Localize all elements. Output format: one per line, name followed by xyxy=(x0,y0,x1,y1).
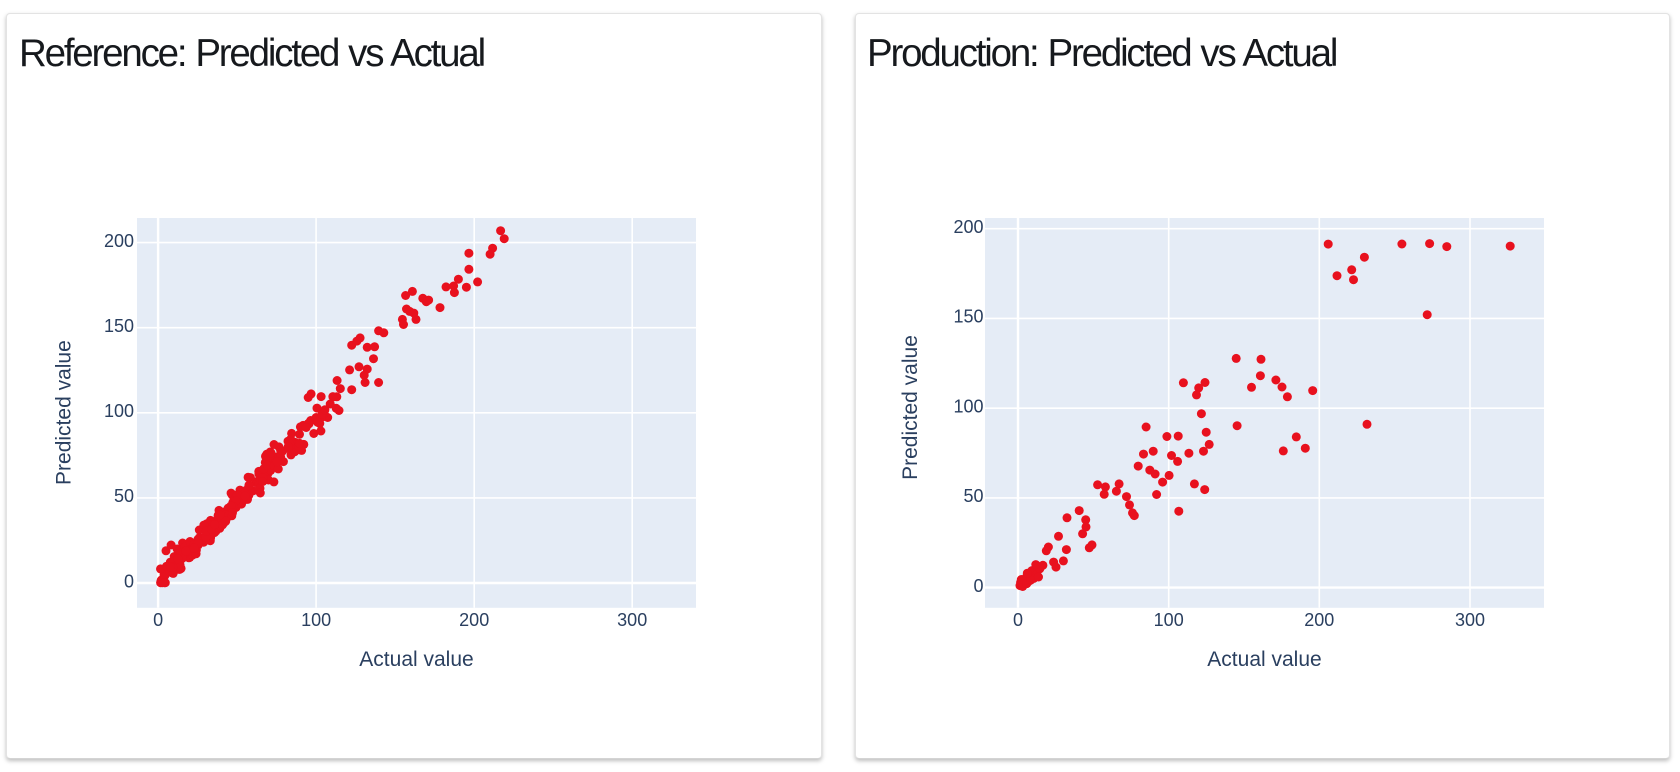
svg-text:200: 200 xyxy=(104,231,134,251)
svg-text:300: 300 xyxy=(1455,610,1485,630)
svg-text:Reference: Predicted vs Actual: Reference: Predicted vs Actual xyxy=(19,32,484,75)
svg-text:Actual value: Actual value xyxy=(1207,648,1321,671)
svg-text:200: 200 xyxy=(953,217,983,237)
svg-text:0: 0 xyxy=(973,576,983,596)
svg-text:200: 200 xyxy=(459,610,489,630)
svg-text:0: 0 xyxy=(153,610,163,630)
svg-text:50: 50 xyxy=(114,486,134,506)
svg-text:150: 150 xyxy=(953,307,983,327)
svg-text:150: 150 xyxy=(104,316,134,336)
svg-text:300: 300 xyxy=(617,610,647,630)
svg-text:100: 100 xyxy=(301,610,331,630)
svg-text:100: 100 xyxy=(1154,610,1184,630)
svg-text:100: 100 xyxy=(104,401,134,421)
svg-text:200: 200 xyxy=(1304,610,1334,630)
svg-text:Predicted value: Predicted value xyxy=(53,340,76,485)
svg-text:Actual value: Actual value xyxy=(359,648,473,671)
svg-text:100: 100 xyxy=(953,397,983,417)
svg-text:50: 50 xyxy=(963,486,983,506)
svg-text:0: 0 xyxy=(1013,610,1023,630)
svg-text:Production: Predicted vs Actua: Production: Predicted vs Actual xyxy=(867,32,1336,75)
svg-text:0: 0 xyxy=(124,571,134,591)
svg-text:Predicted value: Predicted value xyxy=(899,335,922,480)
